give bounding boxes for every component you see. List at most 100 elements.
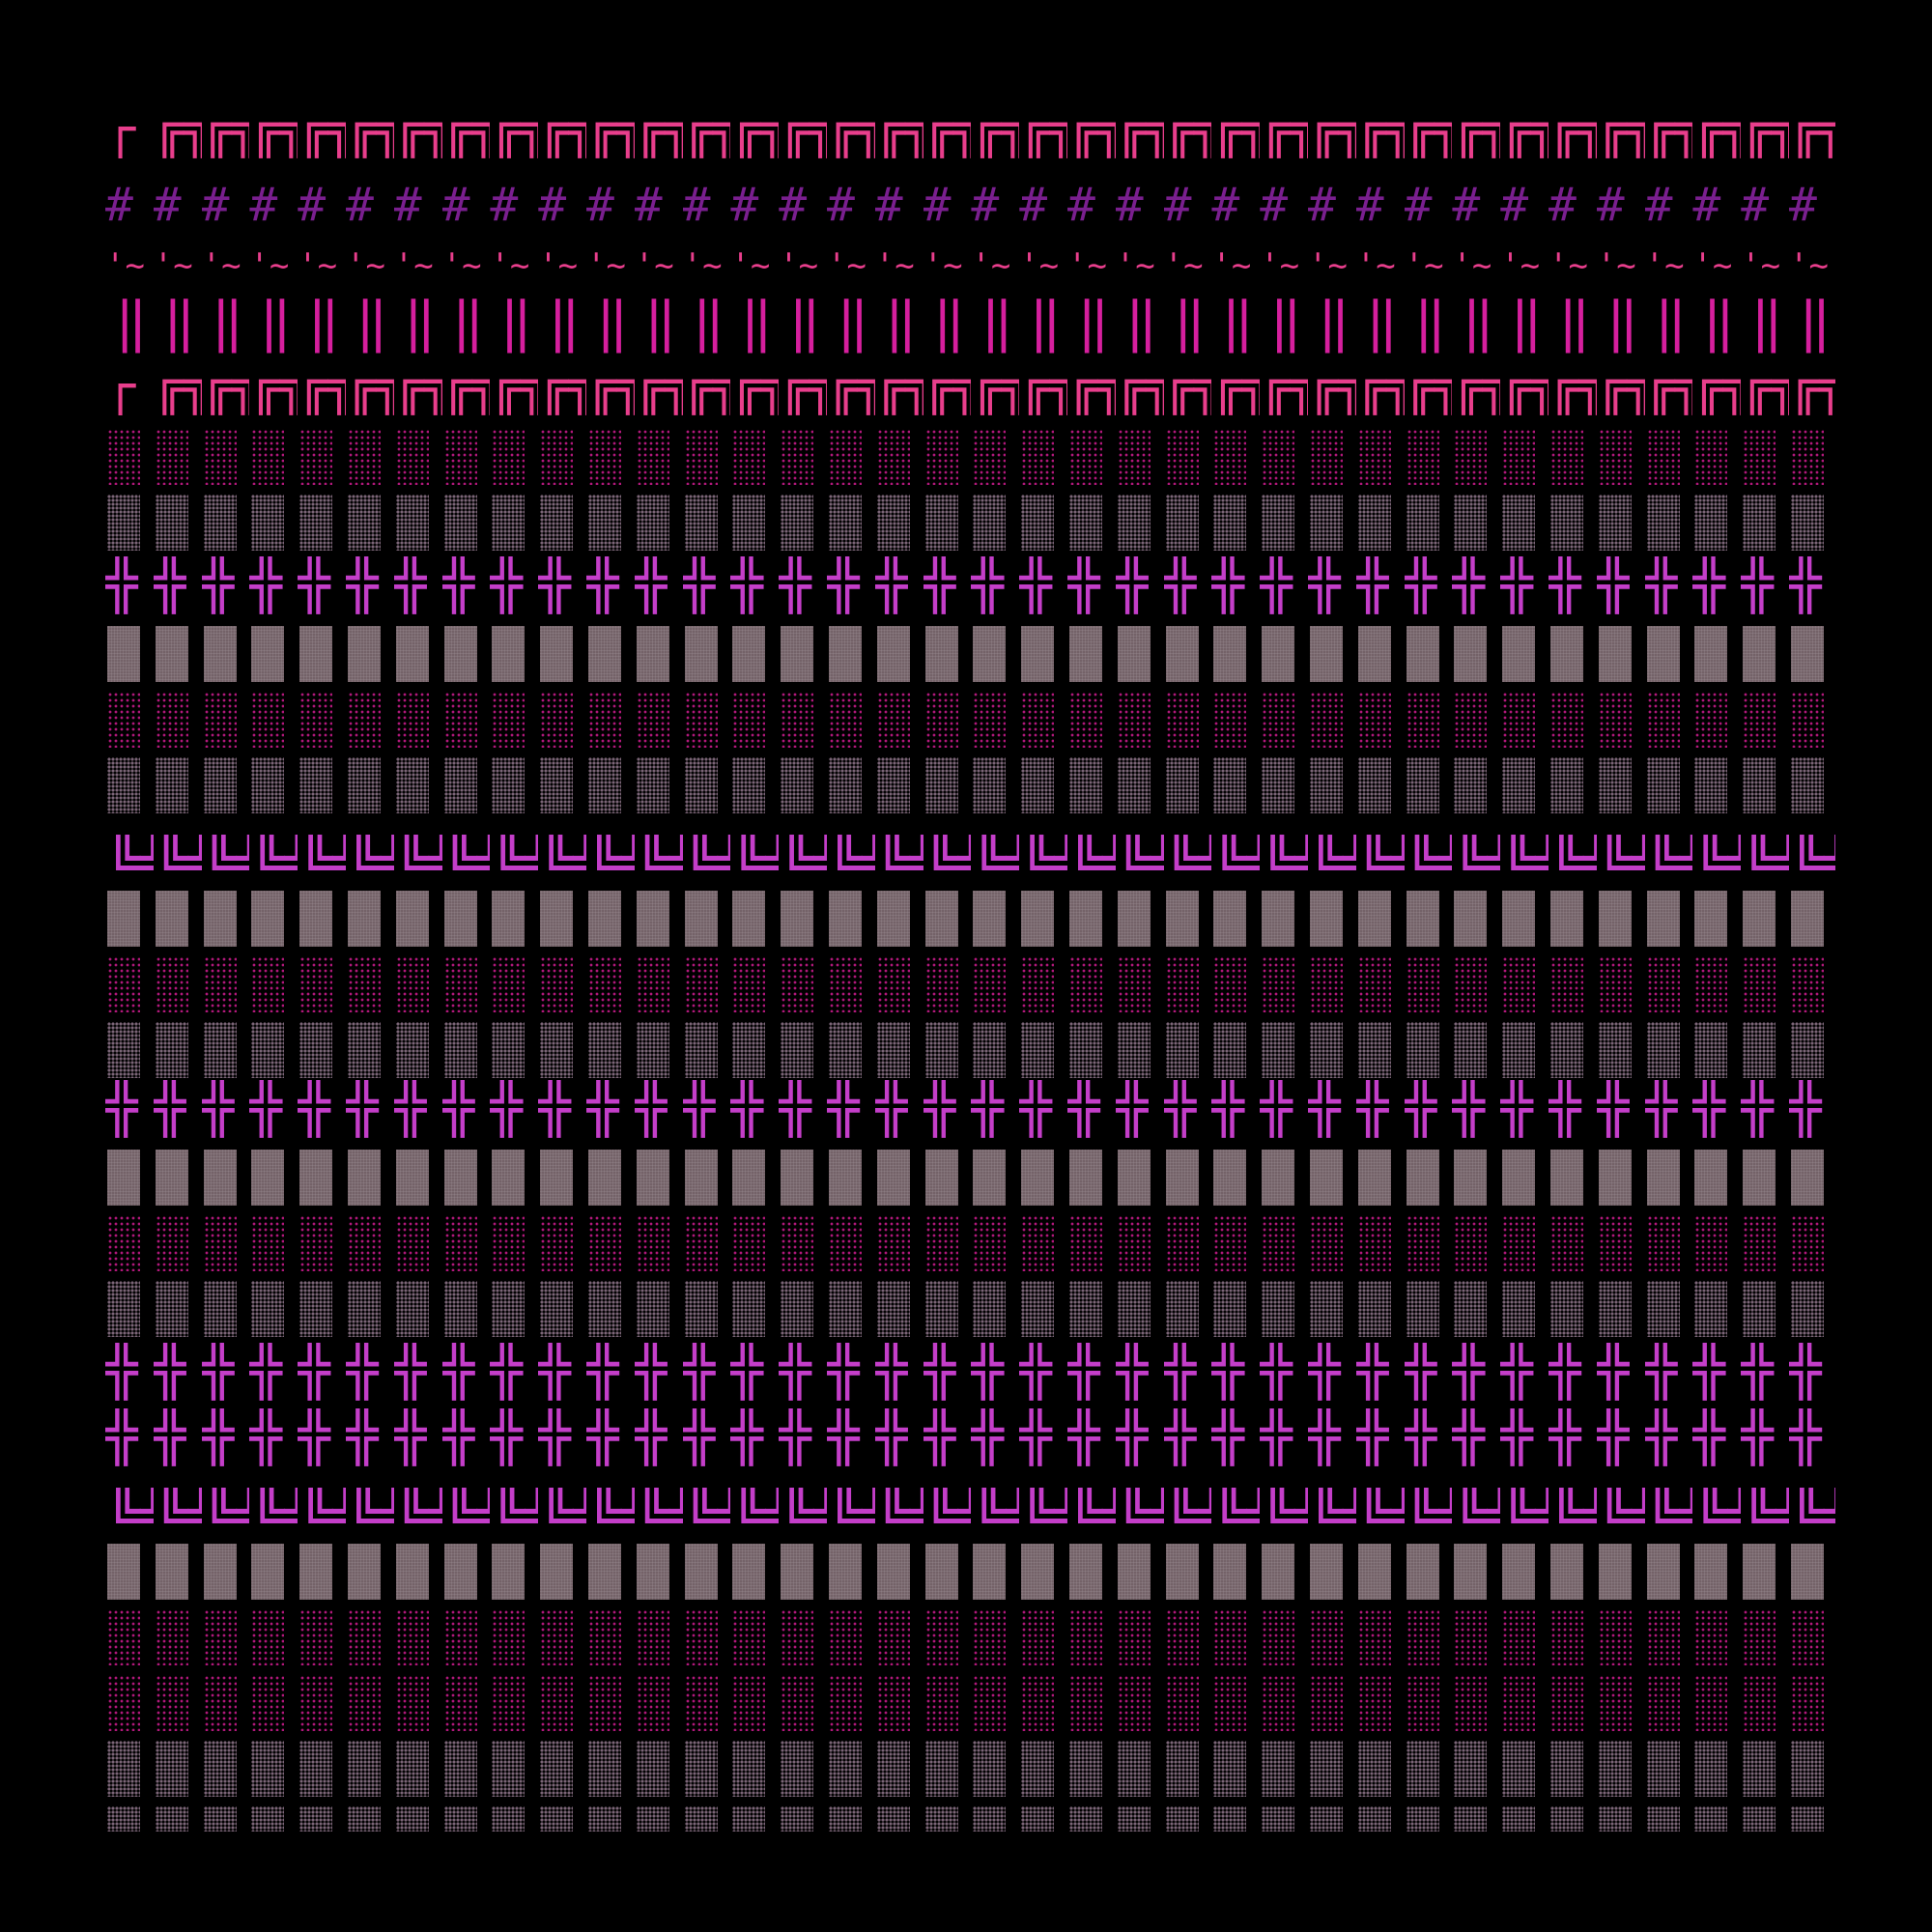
shade-block	[203, 1281, 237, 1337]
pattern-cell: ╬	[394, 1343, 442, 1406]
pattern-cell	[1116, 1146, 1164, 1209]
glyph-char: ╚╝	[730, 835, 779, 896]
shade-block	[492, 1609, 526, 1665]
pattern-cell	[875, 1540, 923, 1604]
pattern-cell: #	[1164, 182, 1212, 236]
pattern-cell: ╬	[1548, 1343, 1597, 1406]
shade-block	[1791, 1609, 1824, 1665]
shade-block	[155, 1150, 188, 1206]
pattern-cell: ╔╗	[875, 361, 923, 423]
glyph-char: ╚╝	[1404, 835, 1453, 896]
shade-block	[684, 891, 718, 947]
pattern-cell	[298, 952, 346, 1016]
pattern-cell	[827, 753, 875, 817]
pattern-cell: ╬	[779, 1408, 827, 1472]
pattern-cell	[105, 688, 154, 752]
pattern-cell	[346, 1277, 394, 1341]
shade-block	[781, 1215, 814, 1271]
pattern-cell: ╬	[1405, 1408, 1453, 1472]
pattern-cell: ╚╝	[346, 1488, 394, 1549]
shade-block	[1262, 429, 1295, 485]
shade-block	[1117, 1544, 1151, 1600]
pattern-cell: ╔╗	[154, 104, 202, 166]
pattern-cell	[1645, 753, 1693, 817]
glyph-char: ‖	[259, 296, 293, 354]
glyph-char: ╬	[971, 556, 1005, 614]
pattern-cell	[1211, 952, 1260, 1016]
glyph-char: ╬	[1548, 556, 1581, 614]
pattern-cell	[1741, 887, 1789, 951]
glyph-char: ╚╝	[1260, 1488, 1308, 1549]
glyph-char: ╚╝	[827, 1488, 875, 1549]
pattern-cell	[875, 622, 923, 686]
pattern-cell	[1356, 952, 1405, 1016]
pattern-cell	[249, 1018, 298, 1082]
pattern-cell	[1260, 1737, 1308, 1801]
shade-block	[1743, 891, 1776, 947]
pattern-cell	[1452, 425, 1500, 489]
pattern-cell: ╔╗	[1067, 361, 1116, 423]
shade-block	[1069, 757, 1102, 813]
pattern-cell	[1308, 491, 1356, 554]
pattern-cell	[971, 1671, 1019, 1735]
glyph-char: ╬	[1404, 1408, 1437, 1466]
pattern-cell	[827, 887, 875, 951]
shade-block	[1694, 1675, 1728, 1731]
shade-block	[107, 495, 140, 551]
pattern-cell	[1452, 1737, 1500, 1801]
pattern-cell	[105, 1671, 154, 1735]
pattern-cell	[1597, 1540, 1645, 1604]
pattern-cell	[1500, 688, 1548, 752]
glyph-char: ‖	[884, 296, 918, 354]
pattern-cell	[923, 1671, 972, 1735]
shade-block	[1165, 1675, 1199, 1731]
glyph-char: #	[346, 182, 374, 232]
shade-block	[251, 429, 285, 485]
glyph-char: ╬	[1260, 1408, 1293, 1466]
pattern-cell: ╬	[1356, 1408, 1405, 1472]
shade-block	[251, 626, 285, 682]
pattern-cell	[971, 688, 1019, 752]
pattern-cell	[538, 753, 586, 817]
pattern-cell: ╬	[1789, 1408, 1835, 1472]
pattern-cell: ╬	[875, 1408, 923, 1472]
pattern-cell	[1211, 1671, 1260, 1735]
pattern-cell	[1452, 1277, 1500, 1341]
shade-block	[443, 626, 477, 682]
pattern-cell	[1211, 688, 1260, 752]
pattern-cell	[1548, 887, 1597, 951]
pattern-cell: ‖	[1500, 296, 1548, 357]
glyph-char: #	[1692, 182, 1721, 232]
shade-block	[1454, 495, 1488, 551]
glyph-char: ╔╗	[153, 104, 202, 158]
pattern-cell: ╔╗	[1116, 361, 1164, 423]
pattern-cell	[683, 1211, 731, 1275]
glyph-char: ‖	[1413, 296, 1447, 354]
glyph-char: '~	[682, 249, 723, 285]
pattern-cell	[1692, 1211, 1741, 1275]
pattern-cell: ╬	[683, 556, 731, 620]
pattern-cell: ╬	[730, 1408, 779, 1472]
pattern-row-26	[105, 1803, 1835, 1835]
pattern-cell: ╬	[394, 556, 442, 620]
pattern-cell: ╔╗	[490, 104, 538, 166]
glyph-char: ‖	[403, 296, 437, 354]
shade-block	[781, 1609, 814, 1665]
pattern-cell: ╚╝	[298, 1488, 346, 1549]
glyph-char: '~	[827, 249, 867, 285]
shade-block	[1598, 495, 1632, 551]
pattern-cell: ╔╗	[154, 361, 202, 423]
shade-block	[155, 429, 188, 485]
pattern-cell: '~	[346, 249, 394, 288]
pattern-cell: ╬	[538, 1343, 586, 1406]
shade-block	[732, 1150, 766, 1206]
pattern-cell	[683, 887, 731, 951]
shade-block	[1117, 1609, 1151, 1665]
pattern-cell	[249, 1146, 298, 1209]
pattern-cell	[683, 1605, 731, 1669]
glyph-char: #	[1452, 182, 1481, 232]
pattern-cell	[1116, 1737, 1164, 1801]
shade-block	[924, 1544, 958, 1600]
pattern-cell	[105, 622, 154, 686]
pattern-cell: ‖	[154, 296, 202, 357]
